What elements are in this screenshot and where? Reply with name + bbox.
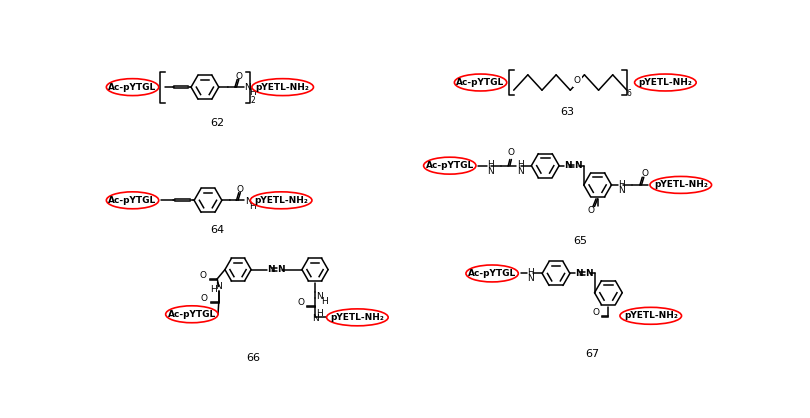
Text: N: N [244,83,251,92]
Text: 64: 64 [210,224,224,234]
Text: O: O [508,148,515,157]
Text: 67: 67 [585,349,599,359]
Ellipse shape [106,192,159,209]
Text: H: H [517,161,523,169]
Ellipse shape [252,79,313,96]
Text: N: N [586,269,593,278]
Text: N: N [317,292,323,301]
Text: N: N [517,166,523,176]
Text: O: O [642,169,649,178]
Text: pYETL-NH₂: pYETL-NH₂ [638,78,693,87]
Text: N: N [277,265,285,274]
Text: O: O [588,206,595,215]
Ellipse shape [106,79,159,96]
Text: N: N [565,161,572,170]
Text: O: O [297,298,305,307]
Text: 65: 65 [573,236,588,246]
Text: pYETL-NH₂: pYETL-NH₂ [254,196,308,205]
Text: H: H [210,285,217,294]
Text: O: O [237,185,244,194]
Text: Ac-pYTGL: Ac-pYTGL [168,310,216,319]
Text: Ac-pYTGL: Ac-pYTGL [109,196,156,205]
Text: N: N [215,282,222,291]
Text: H: H [487,161,493,169]
Text: N: N [245,196,252,206]
Text: pYETL-NH₂: pYETL-NH₂ [624,311,678,320]
Text: H: H [249,202,256,211]
Ellipse shape [634,74,696,91]
Text: O: O [235,72,242,81]
Text: H: H [618,180,625,189]
Text: Ac-pYTGL: Ac-pYTGL [468,269,516,278]
Text: O: O [573,76,581,85]
Text: H: H [317,309,323,318]
Text: Ac-pYTGL: Ac-pYTGL [425,161,474,170]
Ellipse shape [454,74,507,91]
Text: H: H [527,268,535,277]
Text: N: N [487,166,493,176]
Text: O: O [592,308,599,317]
Ellipse shape [424,157,476,174]
Ellipse shape [650,176,711,194]
Text: N: N [575,269,583,278]
Text: Ac-pYTGL: Ac-pYTGL [109,83,156,92]
Ellipse shape [326,309,388,326]
Text: 6: 6 [627,89,632,98]
Ellipse shape [165,306,218,323]
Text: N: N [618,186,625,195]
Text: 2: 2 [250,97,255,105]
Ellipse shape [620,307,681,324]
Text: N: N [312,314,318,323]
Text: pYETL-NH₂: pYETL-NH₂ [330,313,384,322]
Ellipse shape [466,265,518,282]
Text: H: H [322,297,328,306]
Text: N: N [527,274,535,283]
Text: O: O [201,294,208,303]
Text: pYETL-NH₂: pYETL-NH₂ [654,181,708,189]
Ellipse shape [250,192,312,209]
Text: 66: 66 [246,353,261,363]
Text: N: N [574,161,582,170]
Text: O: O [199,271,207,280]
Text: Ac-pYTGL: Ac-pYTGL [457,78,505,87]
Text: pYETL-NH₂: pYETL-NH₂ [256,83,309,92]
Text: 62: 62 [210,118,224,128]
Text: 63: 63 [561,107,574,117]
Text: H: H [249,88,256,97]
Text: N: N [267,265,275,274]
